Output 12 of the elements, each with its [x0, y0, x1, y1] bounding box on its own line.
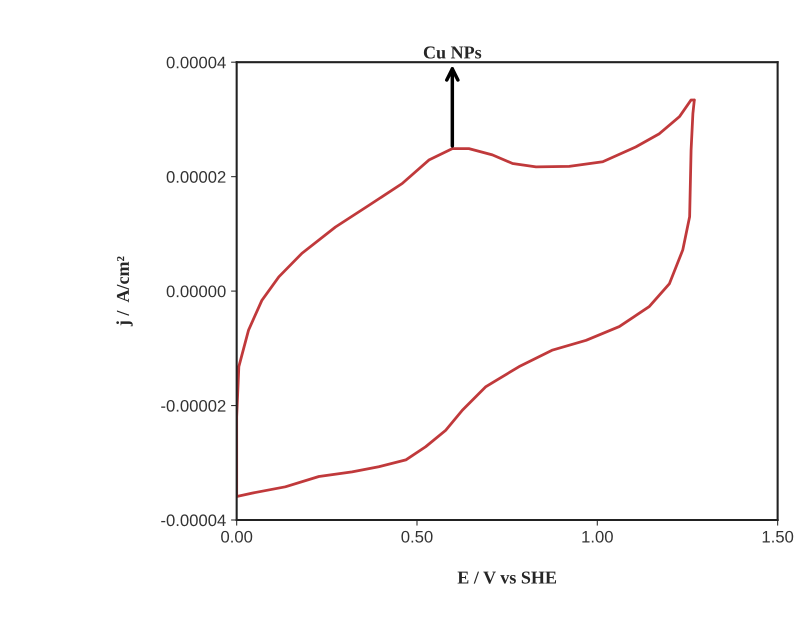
y-tick-label: -0.00004: [161, 514, 226, 526]
y-axis-title: j / A/cm²: [116, 256, 133, 326]
y-tick-label: 0.00002: [166, 171, 226, 183]
x-axis-title: E / V vs SHE: [458, 572, 556, 584]
x-tick-label: 1.50: [762, 530, 794, 543]
annotation: Cu NPs: [424, 46, 482, 59]
x-tick-label: 0.00: [221, 530, 252, 543]
y-tick-label: 0.00004: [166, 56, 226, 68]
y-tick-label: 0.00000: [166, 285, 226, 298]
x-tick-label: 0.50: [401, 530, 433, 543]
x-tick-label: 1.00: [582, 530, 613, 543]
y-tick-label: -0.00002: [161, 400, 226, 412]
